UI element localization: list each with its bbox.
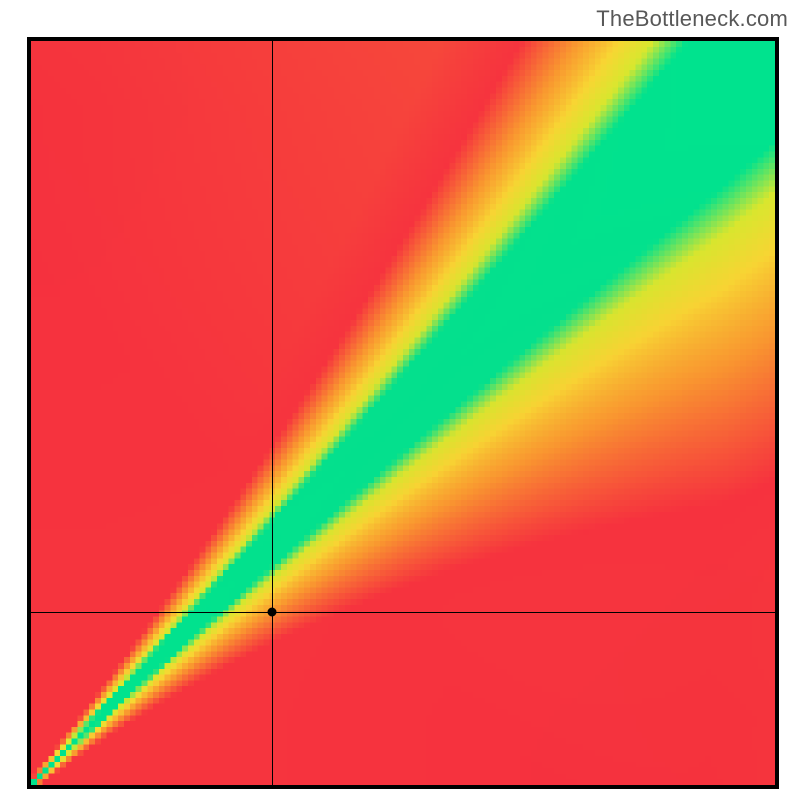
crosshair-marker-dot [268,607,277,616]
crosshair-horizontal [31,612,775,613]
crosshair-vertical [272,41,273,785]
watermark-text: TheBottleneck.com [596,6,788,32]
bottleneck-heatmap [31,41,775,785]
chart-frame [27,37,779,789]
